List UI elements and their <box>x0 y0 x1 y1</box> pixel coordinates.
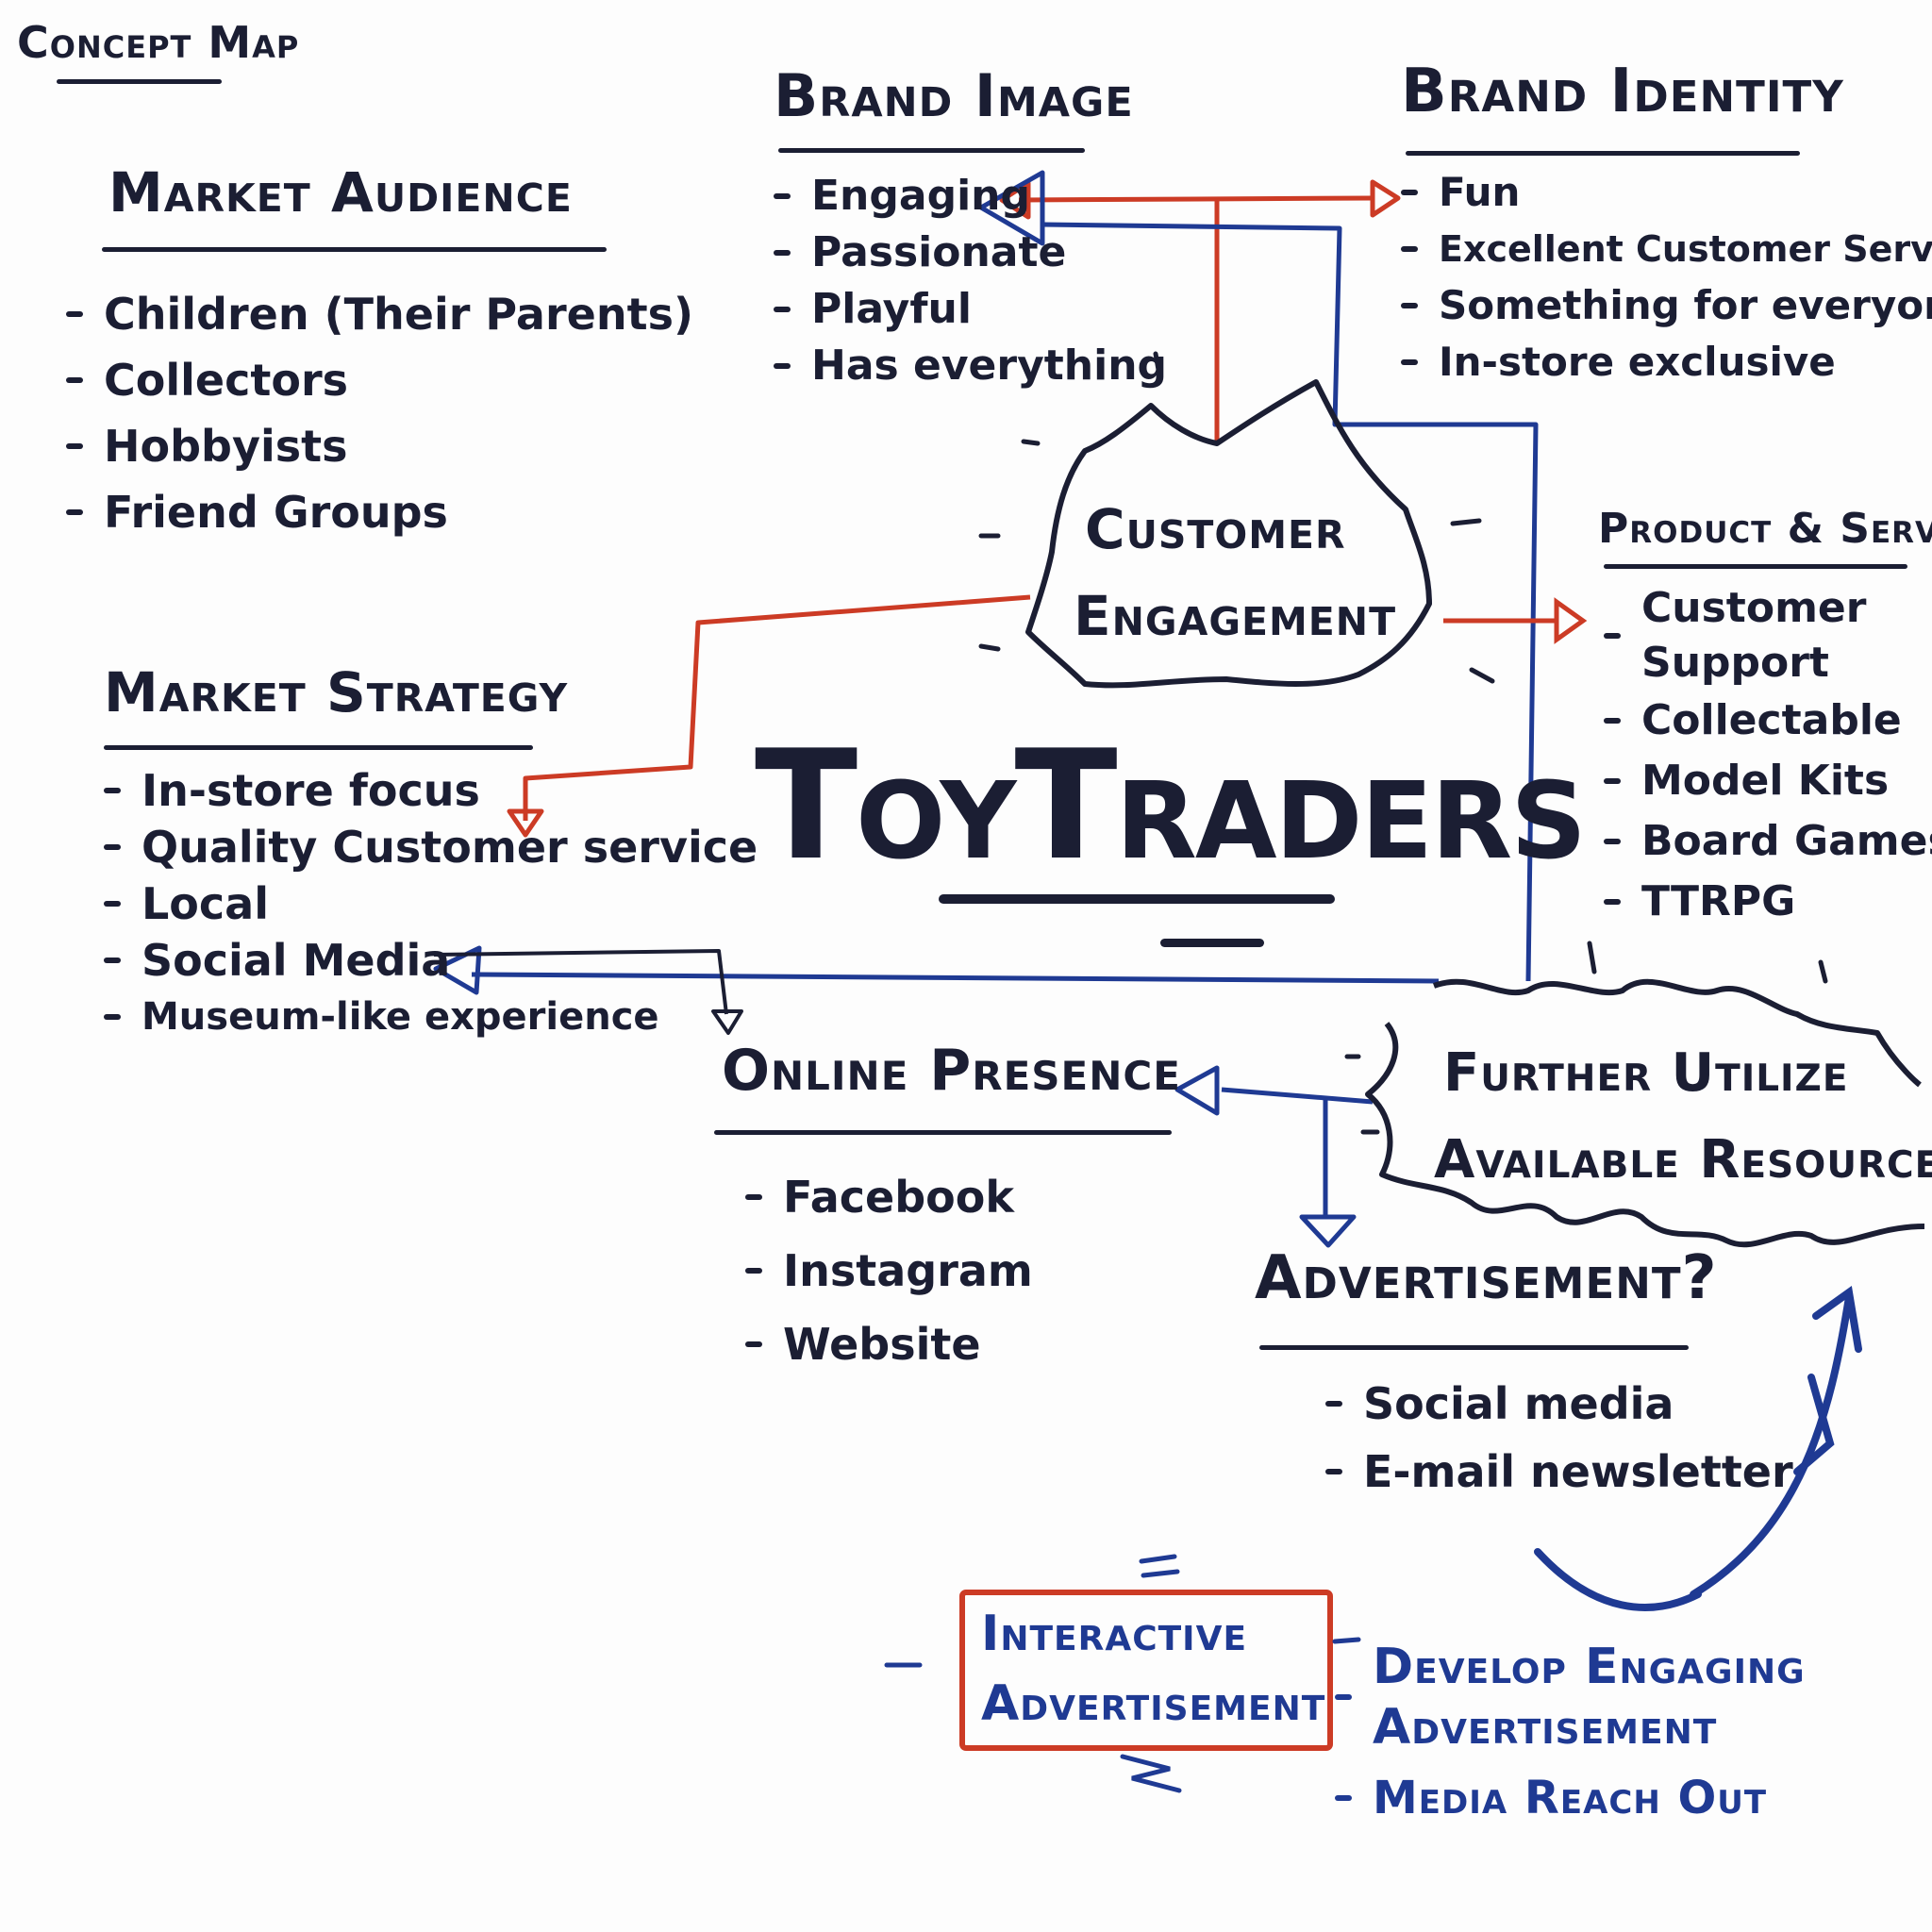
list-item: Something for everyone <box>1401 277 1932 334</box>
list-item: In-store exclusive <box>1401 334 1932 391</box>
online-presence-underline <box>714 1130 1172 1135</box>
brand-identity-underline <box>1406 151 1800 156</box>
list-item: Facebook <box>745 1160 1181 1234</box>
advertisement-section: Advertisement? Social media E-mail newsl… <box>1255 1243 1793 1506</box>
list-item: In-store focus <box>104 762 758 819</box>
misc-ticks <box>1344 941 1828 1135</box>
list-item: Friend Groups <box>66 479 693 545</box>
market-strategy-list: In-store focus Quality Customer service … <box>104 762 758 1045</box>
list-item: Museum-like experience <box>104 989 758 1045</box>
list-item: Passionate <box>774 225 1167 281</box>
interactive-ad-label: Interactive Advertisement <box>981 1599 1325 1739</box>
develop-list: Develop Engaging Advertisement Media Rea… <box>1335 1637 1901 1831</box>
list-item: Local <box>104 875 758 932</box>
list-item: Board Games <box>1604 811 1932 872</box>
list-item: Fun <box>1401 164 1932 221</box>
hub-burst <box>1025 379 1432 689</box>
hub-line-1: Customer <box>1085 497 1346 561</box>
list-item: Social media <box>1325 1370 1793 1438</box>
market-strategy-title: Market Strategy <box>104 660 569 724</box>
list-item: Quality Customer service <box>104 819 758 875</box>
product-services-title: Product & Services <box>1598 505 1932 553</box>
list-item: Collectable <box>1604 691 1932 751</box>
list-item: Website <box>745 1307 1181 1381</box>
interactive-ad-line-1: Interactive <box>981 1606 1248 1662</box>
list-item: Children (Their Parents) <box>66 281 693 347</box>
advertisement-underline <box>1259 1345 1689 1350</box>
list-item: TTRPG <box>1604 872 1932 932</box>
interactive-ad-line-2: Advertisement <box>981 1675 1326 1732</box>
product-services-list: Customer Support Collectable Model Kits … <box>1604 581 1932 932</box>
advertisement-title: Advertisement? <box>1255 1243 1718 1313</box>
brand-identity-section: Brand Identity Fun Excellent Customer Se… <box>1401 57 1932 391</box>
resources-links-blue <box>1174 1065 1374 1248</box>
online-presence-list: Facebook Instagram Website <box>745 1160 1181 1381</box>
hub-label: Customer Engagement <box>1074 486 1396 659</box>
list-item: Social Media <box>104 932 758 989</box>
market-audience-underline <box>102 247 607 252</box>
list-item: Develop Engaging Advertisement <box>1335 1637 1901 1757</box>
market-strategy-section: Market Strategy In-store focus Quality C… <box>104 660 758 1045</box>
list-item: Customer Support <box>1604 581 1866 691</box>
develop-section: Develop Engaging Advertisement Media Rea… <box>1335 1637 1901 1831</box>
resources-label: Further Utilize Available Resources <box>1434 1030 1932 1204</box>
list-item: Media Reach Out <box>1335 1765 1901 1831</box>
list-item: E-mail newsletter <box>1325 1438 1793 1506</box>
list-item: Instagram <box>745 1234 1181 1307</box>
market-strategy-underline <box>104 745 533 750</box>
hub-line-2: Engagement <box>1074 584 1397 648</box>
center-title: ToyTraders <box>755 717 1587 893</box>
market-audience-title: Market Audience <box>108 160 573 225</box>
center-title-underline <box>939 894 1335 904</box>
products-link-red <box>1443 597 1588 644</box>
brand-identity-title: Brand Identity <box>1401 57 1844 126</box>
list-item: Has everything <box>774 338 1167 394</box>
product-services-section: Product & Services Customer Support Coll… <box>1598 505 1932 932</box>
list-item: Engaging <box>774 168 1167 225</box>
page-title-underline <box>57 79 222 84</box>
brand-image-list: Engaging Passionate Playful Has everythi… <box>774 168 1167 394</box>
page-title: Concept Map <box>17 17 299 68</box>
brand-image-section: Brand Image Engaging Passionate Playful … <box>774 61 1167 394</box>
market-audience-list: Children (Their Parents) Collectors Hobb… <box>66 281 693 545</box>
brand-image-underline <box>778 148 1085 153</box>
page-title-text: Concept Map <box>17 17 300 68</box>
brand-identity-list: Fun Excellent Customer Service Something… <box>1401 164 1932 391</box>
market-audience-section: Market Audience Children (Their Parents)… <box>66 160 693 545</box>
resources-line-2: Available Resources <box>1434 1129 1932 1191</box>
online-presence-section: Online Presence Facebook Instagram Websi… <box>714 1038 1181 1381</box>
list-item: Excellent Customer Service <box>1401 221 1932 277</box>
product-services-underline <box>1604 564 1907 569</box>
list-item: Playful <box>774 281 1167 338</box>
center-title-text: ToyTraders <box>755 717 1587 893</box>
list-item: Collectors <box>66 347 693 413</box>
list-item: Model Kits <box>1604 751 1932 811</box>
interactive-ad-box <box>959 1590 1333 1751</box>
brand-image-title: Brand Image <box>774 61 1134 130</box>
online-presence-title: Online Presence <box>722 1038 1181 1104</box>
resources-cloud <box>1365 978 1925 1248</box>
advertisement-list: Social media E-mail newsletter <box>1325 1370 1793 1506</box>
resources-line-1: Further Utilize <box>1443 1042 1849 1104</box>
curve-arrow-blue <box>1534 1286 1862 1611</box>
center-title-underline-2 <box>1160 939 1264 947</box>
list-item: Hobbyists <box>66 413 693 479</box>
